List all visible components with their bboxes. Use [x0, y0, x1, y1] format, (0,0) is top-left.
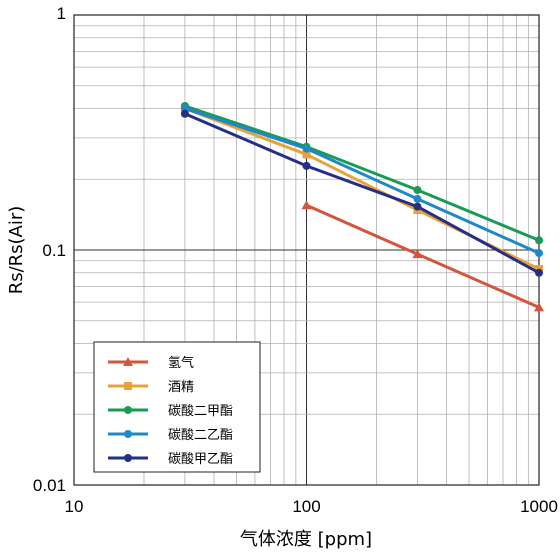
data-point [302, 161, 311, 170]
series-layer [180, 101, 544, 312]
legend-swatch-marker [124, 382, 132, 390]
data-point [535, 236, 543, 245]
legend-swatch-marker [124, 406, 132, 414]
legend-item: 酒精 [108, 380, 194, 395]
data-point [413, 186, 422, 195]
data-point [535, 268, 543, 277]
legend-swatch-marker [124, 430, 132, 438]
series-line [184, 104, 540, 242]
x-tick-label: 100 [292, 497, 320, 516]
series-group [180, 104, 543, 274]
tick-labels: 10 100 1000 1 0.1 0.01 [33, 4, 558, 516]
series-group [180, 104, 543, 258]
y-tick-label: 0.01 [33, 476, 66, 495]
y-tick-label: 0.1 [42, 241, 66, 260]
legend-label: 酒精 [168, 380, 194, 395]
data-point [413, 194, 422, 203]
x-tick-label: 1000 [520, 497, 558, 516]
data-point [301, 200, 312, 210]
series-line [184, 107, 540, 255]
x-axis-title: 气体浓度 [ppm] [240, 529, 372, 550]
data-point [413, 202, 422, 211]
legend-label: 碳酸二乙酯 [168, 428, 233, 443]
legend-label: 碳酸二甲酯 [168, 404, 233, 419]
x-tick-label: 10 [65, 497, 84, 516]
data-point [535, 249, 543, 258]
data-point [180, 109, 189, 118]
legend-item: 碳酸甲乙酯 [108, 452, 233, 467]
y-axis-title: Rs/Rs(Air) [6, 206, 27, 295]
data-point [412, 249, 423, 259]
data-point [534, 302, 544, 312]
series-line [184, 112, 540, 275]
series-group [301, 200, 544, 312]
legend-label: 氢气 [168, 355, 194, 371]
legend-label: 碳酸甲乙酯 [168, 452, 233, 467]
legend-item: 碳酸二乙酯 [108, 428, 233, 443]
legend-swatch-marker [124, 454, 132, 462]
y-tick-label: 1 [57, 4, 66, 23]
data-point [302, 144, 311, 153]
legend-swatch-marker [123, 357, 133, 366]
legend-box [93, 341, 261, 473]
data-point [302, 150, 311, 159]
legend-item: 氢气 [108, 355, 194, 371]
series-line [305, 203, 540, 309]
legend-item: 碳酸二甲酯 [108, 404, 233, 419]
series-group [180, 109, 543, 277]
